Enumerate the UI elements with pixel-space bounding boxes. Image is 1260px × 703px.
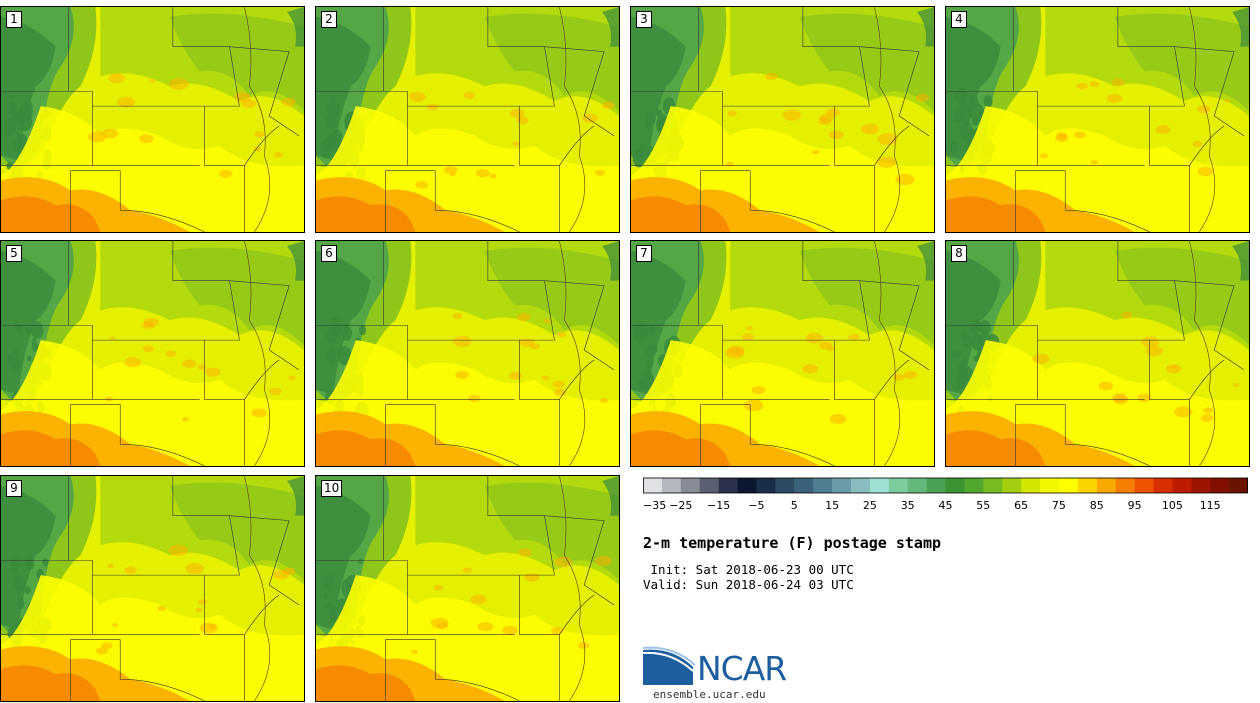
- colorbar-segment: [888, 478, 908, 493]
- colorbar-segment: [643, 478, 663, 493]
- init-time: Init: Sat 2018-06-23 00 UTC: [643, 562, 854, 577]
- ncar-logo-text: NCAR: [697, 649, 787, 688]
- colorbar-tick-label: 35: [901, 499, 915, 512]
- chart-title: 2-m temperature (F) postage stamp: [643, 534, 942, 552]
- colorbar-tick-label: 15: [825, 499, 839, 512]
- member-number-label: 1: [6, 11, 22, 28]
- colorbar-segment: [756, 478, 776, 493]
- member-map-panel: 10: [315, 475, 620, 702]
- colorbar-segment: [1040, 478, 1060, 493]
- colorbar-segment: [1153, 478, 1173, 493]
- member-map-panel: 5: [0, 240, 305, 467]
- ncar-logo-icon: [643, 646, 696, 685]
- member-map-panel: 7: [630, 240, 935, 467]
- colorbar-outline: [643, 477, 1248, 494]
- colorbar-tick-label: 65: [1014, 499, 1028, 512]
- colorbar-segment: [1077, 478, 1098, 493]
- colorbar-segment: [850, 478, 871, 493]
- member-number-label: 10: [321, 480, 343, 497]
- colorbar-segment: [1115, 478, 1135, 493]
- colorbar-tick-label: 25: [863, 499, 877, 512]
- member-map-panel: 8: [945, 240, 1250, 467]
- member-number-label: 6: [321, 245, 337, 262]
- colorbar-segment: [1210, 478, 1230, 493]
- member-map-panel: 1: [0, 6, 305, 233]
- member-number-label: 9: [6, 480, 22, 497]
- colorbar-segment: [1134, 478, 1154, 493]
- colorbar-tick-label: 5: [791, 499, 798, 512]
- member-map-panel: 6: [315, 240, 620, 467]
- colorbar-segment: [737, 478, 757, 493]
- colorbar-segment: [1002, 478, 1022, 493]
- member-number-label: 7: [636, 245, 652, 262]
- colorbar-tick-label: 55: [976, 499, 990, 512]
- colorbar-segment: [775, 478, 795, 493]
- colorbar-tick-label: −35: [643, 499, 666, 512]
- colorbar-segment: [907, 478, 927, 493]
- colorbar-tick-label: 85: [1090, 499, 1104, 512]
- member-map-panel: 2: [315, 6, 620, 233]
- colorbar-segment: [680, 478, 701, 493]
- colorbar-segment: [794, 478, 814, 493]
- colorbar-segment: [964, 478, 984, 493]
- colorbar-segment: [1229, 478, 1248, 493]
- colorbar-segment: [1021, 478, 1041, 493]
- colorbar-segment: [813, 478, 833, 493]
- colorbar-segment: [926, 478, 946, 493]
- member-number-label: 3: [636, 11, 652, 28]
- colorbar-segment: [1096, 478, 1116, 493]
- colorbar-tick-label: −25: [669, 499, 692, 512]
- member-number-label: 4: [951, 11, 967, 28]
- colorbar-tick-label: −15: [707, 499, 730, 512]
- colorbar-segment: [661, 478, 682, 493]
- colorbar-tick-label: 95: [1128, 499, 1142, 512]
- colorbar-tick-label: 75: [1052, 499, 1066, 512]
- colorbar-segment: [983, 478, 1003, 493]
- colorbar-segment: [699, 478, 719, 493]
- colorbar-segment: [869, 478, 890, 493]
- member-number-label: 5: [6, 245, 22, 262]
- colorbar-tick-label: 115: [1200, 499, 1221, 512]
- member-map-panel: 3: [630, 6, 935, 233]
- colorbar-segment: [1172, 478, 1192, 493]
- member-map-panel: 4: [945, 6, 1250, 233]
- site-url: ensemble.ucar.edu: [653, 688, 766, 701]
- colorbar-tick-label: −5: [748, 499, 764, 512]
- valid-time: Valid: Sun 2018-06-24 03 UTC: [643, 577, 854, 592]
- colorbar-segment: [718, 478, 738, 493]
- colorbar-segment: [832, 478, 852, 493]
- colorbar-segment: [1058, 478, 1079, 493]
- colorbar-segment: [945, 478, 965, 493]
- member-map-panel: 9: [0, 475, 305, 702]
- member-number-label: 8: [951, 245, 967, 262]
- temperature-colorbar: −35 −25 −15 −5 5 15 25 35 45 55 65 75 85 95 105 115: [643, 477, 1248, 512]
- colorbar-segment: [1191, 478, 1211, 493]
- colorbar-tick-label: 45: [939, 499, 953, 512]
- colorbar-tick-label: 105: [1162, 499, 1183, 512]
- member-number-label: 2: [321, 11, 337, 28]
